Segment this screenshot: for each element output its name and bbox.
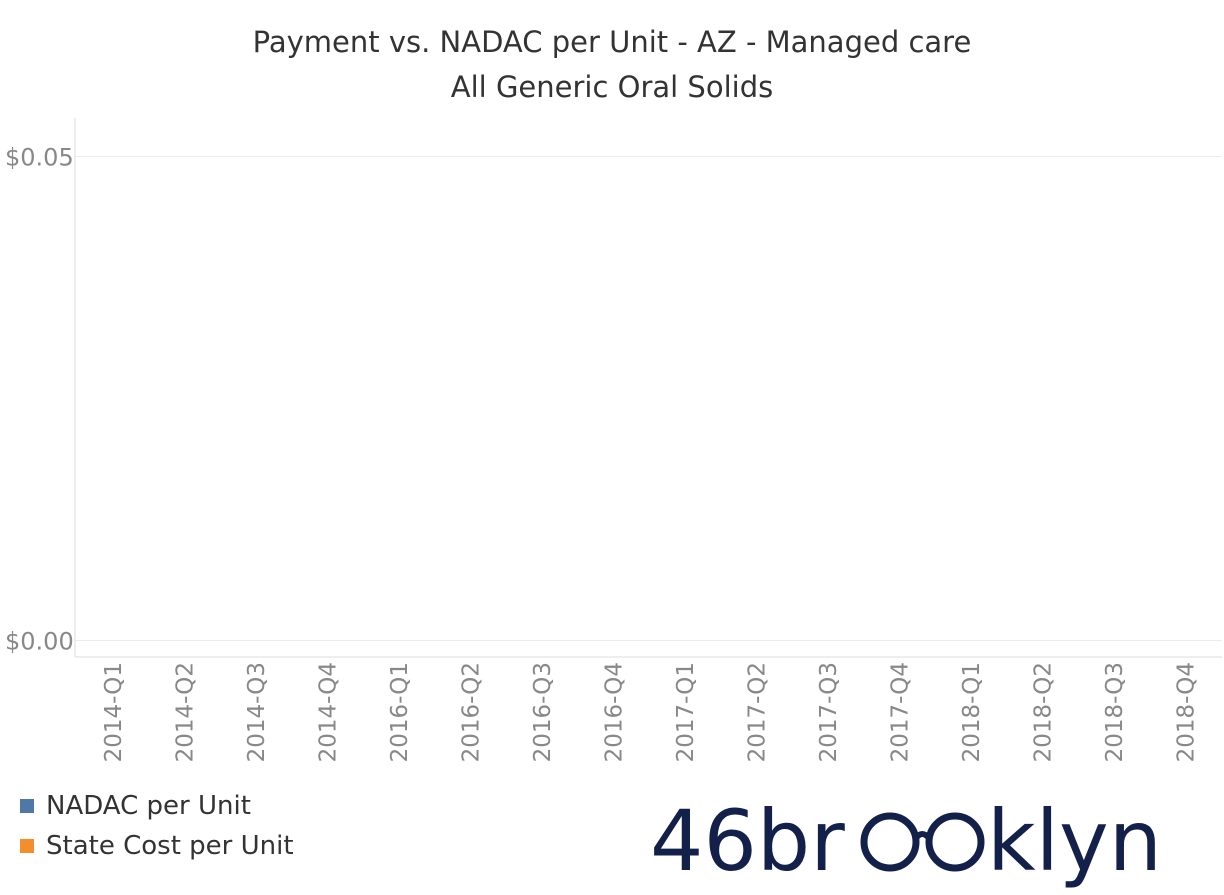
x-tick-label: 2018-Q1 [959, 662, 985, 762]
chart-subtitle: All Generic Oral Solids [450, 70, 774, 104]
legend-item-state-cost[interactable]: State Cost per Unit [20, 826, 294, 866]
axes: $0.00$0.05$0.10$0.15$0.20$0.25$0.30$0.35… [5, 118, 1222, 762]
legend: NADAC per Unit State Cost per Unit [20, 786, 294, 866]
x-tick-label: 2016-Q1 [387, 662, 413, 762]
legend-swatch-state-cost [20, 839, 34, 853]
legend-label-nadac: NADAC per Unit [46, 791, 251, 821]
chart-title: Payment vs. NADAC per Unit - AZ - Manage… [0, 20, 1224, 110]
legend-item-nadac[interactable]: NADAC per Unit [20, 786, 294, 826]
x-tick-label: 2014-Q3 [244, 662, 270, 762]
logo-text-suffix: klyn [987, 792, 1162, 890]
legend-swatch-nadac [20, 799, 34, 813]
x-tick-label: 2018-Q2 [1031, 662, 1057, 762]
y-tick-label: $0.05 [5, 144, 74, 172]
x-tick-label: 2014-Q1 [101, 662, 127, 762]
x-tick-label: 2017-Q2 [745, 662, 771, 762]
y-tick-label: $0.00 [5, 628, 74, 656]
x-tick-label: 2018-Q4 [1174, 662, 1200, 762]
legend-label-state-cost: State Cost per Unit [46, 831, 294, 861]
x-tick-label: 2014-Q2 [173, 662, 199, 762]
x-tick-label: 2017-Q3 [816, 662, 842, 762]
logo-text-prefix: 46br [650, 792, 845, 890]
x-tick-label: 2018-Q3 [1102, 662, 1128, 762]
x-tick-label: 2014-Q4 [316, 662, 342, 762]
x-tick-label: 2016-Q3 [530, 662, 556, 762]
line-chart: $0.00$0.05$0.10$0.15$0.20$0.25$0.30$0.35… [5, 118, 1222, 762]
x-tick-label: 2017-Q1 [673, 662, 699, 762]
brand-logo: 46br klyn [650, 792, 1162, 890]
x-tick-label: 2016-Q4 [602, 662, 628, 762]
chart-title-line-1: Payment vs. NADAC per Unit - AZ - Manage… [252, 25, 972, 59]
x-tick-label: 2016-Q2 [459, 662, 485, 762]
glasses-icon [860, 812, 985, 872]
gridlines [75, 156, 1222, 641]
x-tick-label: 2017-Q4 [888, 662, 914, 762]
